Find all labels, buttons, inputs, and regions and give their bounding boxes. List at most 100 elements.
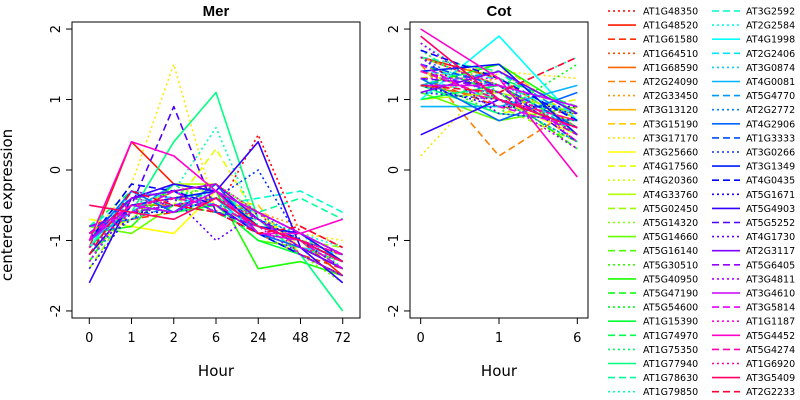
legend-label: AT2G2772 <box>746 105 795 116</box>
legend-label: AT3G25660 <box>643 148 698 159</box>
legend-item: AT4G0081 <box>712 77 795 88</box>
legend-label: AT3G2592 <box>746 7 795 18</box>
y-tick-label: -2 <box>49 304 64 317</box>
series-line <box>420 35 578 129</box>
legend-label: AT2G24090 <box>643 77 698 88</box>
legend-label: AT2G2233 <box>746 387 795 398</box>
legend-label: AT5G14660 <box>643 232 698 243</box>
legend-label: AT1G48350 <box>643 7 698 18</box>
legend-item: AT3G5814 <box>712 303 795 314</box>
plot-frame <box>409 21 589 319</box>
y-tick-label: 0 <box>49 166 64 174</box>
x-tick-label: 6 <box>212 331 220 346</box>
legend-item: AT1G75350 <box>608 345 698 356</box>
legend-item: AT3G0266 <box>712 148 795 159</box>
series-lines <box>88 63 344 312</box>
legend-label: AT3G5409 <box>746 373 795 384</box>
legend-label: AT5G54600 <box>643 303 698 314</box>
legend-item: AT3G13120 <box>608 105 698 116</box>
x-axis: 0 1 2 6 24 48 72 <box>85 318 351 346</box>
legend-item: AT2G2233 <box>712 387 795 398</box>
series-line <box>420 84 578 108</box>
legend-item: AT3G25660 <box>608 148 698 159</box>
legend-item: AT3G4610 <box>712 289 795 300</box>
legend-label: AT1G74970 <box>643 331 698 342</box>
series-line <box>88 141 343 241</box>
legend-label: AT1G68590 <box>643 63 698 74</box>
y-tick-label: -2 <box>387 304 402 317</box>
y-tick-label: -1 <box>387 234 402 247</box>
legend-item: AT1G78630 <box>608 373 698 384</box>
legend-label: AT1G1187 <box>746 317 795 328</box>
legend-item: AT5G54600 <box>608 303 698 314</box>
legend-item: AT2G2772 <box>712 105 795 116</box>
y-tick-label: 1 <box>49 95 64 103</box>
legend-label: AT1G79850 <box>643 387 698 398</box>
legend-item: AT3G1349 <box>712 162 795 173</box>
legend-item: AT5G4452 <box>712 331 795 342</box>
legend-label: AT1G6920 <box>746 359 795 370</box>
legend-label: AT1G75350 <box>643 345 698 356</box>
legend-label: AT2G2584 <box>746 21 795 32</box>
legend-item: AT2G3117 <box>712 246 795 257</box>
panel-title: Cot <box>487 3 512 20</box>
legend-label: AT5G4274 <box>746 345 795 356</box>
legend-label: AT3G4610 <box>746 289 795 300</box>
y-tick-label: 1 <box>387 95 402 103</box>
x-tick-label: 2 <box>170 331 178 346</box>
legend-item: AT2G2406 <box>712 49 795 60</box>
legend-item: AT5G14320 <box>608 218 698 229</box>
y-axis-label: centered expression <box>0 129 16 281</box>
panel-title: Mer <box>203 3 230 20</box>
legend-item: AT1G1187 <box>712 317 795 328</box>
legend-label: AT4G1730 <box>746 232 795 243</box>
x-axis-label: Hour <box>198 362 235 380</box>
series-line <box>420 63 578 136</box>
series-line <box>89 197 344 263</box>
x-tick-label: 1 <box>495 331 503 346</box>
y-tick-label: 2 <box>387 25 402 33</box>
legend-label: AT2G33450 <box>643 91 698 102</box>
x-axis-label: Hour <box>481 362 518 380</box>
x-tick-label: 0 <box>85 331 93 346</box>
legend-label: AT5G30510 <box>643 260 698 271</box>
panel-cot: Cot 0 1 6 Hour -2 -1 0 1 2 <box>387 3 589 380</box>
x-tick-label: 6 <box>573 331 581 346</box>
x-tick-label: 72 <box>334 331 351 346</box>
legend-item: AT5G4770 <box>712 91 795 102</box>
legend-label: AT2G2406 <box>746 49 795 60</box>
legend-item: AT5G14660 <box>608 232 698 243</box>
legend-item: AT3G4811 <box>712 274 795 285</box>
legend-item: AT3G15190 <box>608 119 698 130</box>
series-line <box>88 183 344 277</box>
legend-item: AT1G3333 <box>712 133 795 144</box>
legend-item: AT4G1730 <box>712 232 795 243</box>
legend-item: AT4G20360 <box>608 176 698 187</box>
legend-item: AT5G4903 <box>712 204 795 215</box>
legend-label: AT1G64510 <box>643 49 698 60</box>
legend-item: AT5G6405 <box>712 260 795 271</box>
y-tick-label: 2 <box>49 25 64 33</box>
legend-item: AT2G33450 <box>608 91 698 102</box>
legend-item: AT2G2584 <box>712 21 795 32</box>
legend-label: AT5G47190 <box>643 289 698 300</box>
legend-item: AT5G47190 <box>608 289 698 300</box>
y-tick-label: -1 <box>49 234 64 247</box>
legend-item: AT5G4274 <box>712 345 795 356</box>
legend-item: AT4G1998 <box>712 35 795 46</box>
plot-frame <box>71 21 361 319</box>
series-line <box>420 28 578 178</box>
legend-label: AT5G4770 <box>746 91 795 102</box>
legend-item: AT4G2906 <box>712 119 795 130</box>
legend-label: AT3G1349 <box>746 162 795 173</box>
legend-item: AT3G2592 <box>712 7 795 18</box>
legend-label: AT1G61580 <box>643 35 698 46</box>
y-tick-label: 0 <box>387 166 402 174</box>
legend-item: AT1G48520 <box>608 21 698 32</box>
panel-mer: Mer 0 1 2 6 24 48 72 Hour -2 -1 0 1 2 <box>49 3 361 380</box>
x-tick-label: 48 <box>292 331 309 346</box>
series-line <box>420 49 578 143</box>
legend-label: AT3G0266 <box>746 148 795 159</box>
legend-label: AT5G5252 <box>746 218 795 229</box>
